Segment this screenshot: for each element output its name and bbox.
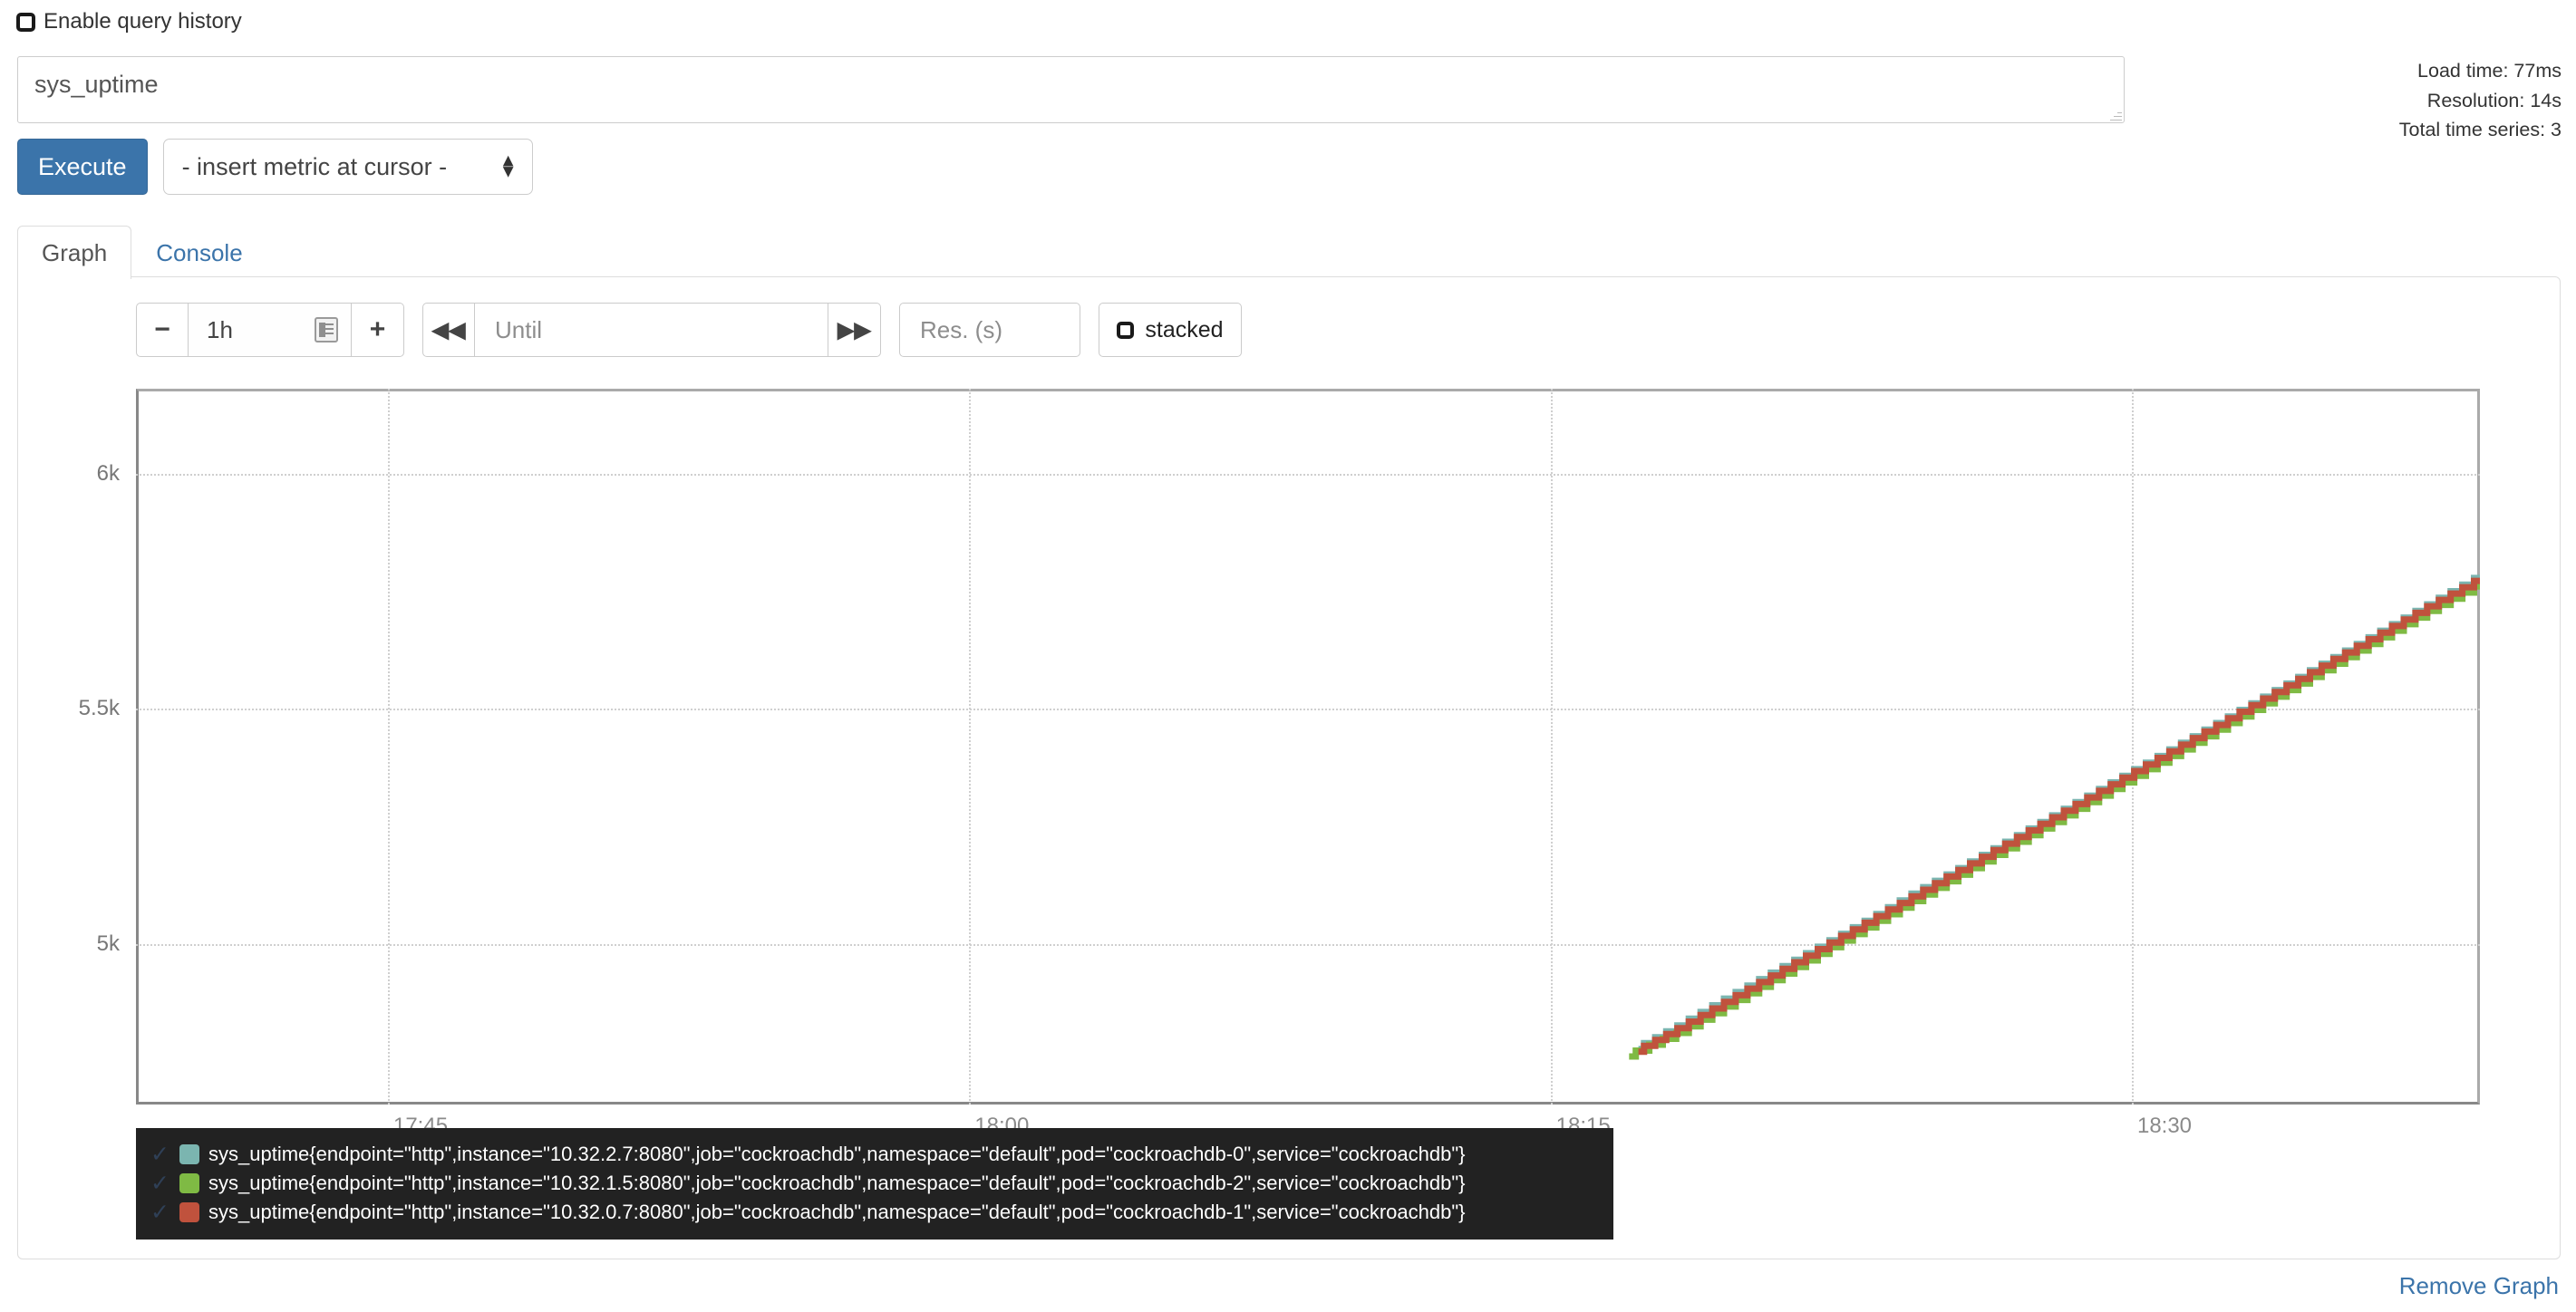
legend-item[interactable]: ✓ sys_uptime{endpoint="http",instance="10… [136, 1198, 1613, 1227]
load-time: Load time: 77ms [2417, 60, 2561, 82]
enable-query-history-row[interactable]: Enable query history [16, 9, 242, 34]
graph-legend: ✓ sys_uptime{endpoint="http",instance="10… [136, 1128, 1613, 1240]
query-stats: Load time: 77ms Resolution: 14s Total ti… [2399, 56, 2561, 145]
series-lines [1629, 574, 2480, 1060]
decrease-range-button[interactable]: − [136, 303, 189, 357]
stacked-label: stacked [1145, 316, 1224, 342]
series-line-1 [1629, 583, 2480, 1060]
graph-plot[interactable]: 17:45 18:00 18:15 18:30 5k 5.5k 6k [79, 389, 2480, 1138]
legend-color-swatch [179, 1202, 199, 1222]
step-forward-icon[interactable]: ▶▶ [828, 303, 881, 357]
x-axis-tick-label: 18:30 [2136, 1114, 2193, 1138]
x-gridline [969, 389, 972, 1105]
y-axis-tick-label: 5k [96, 931, 120, 957]
y-axis-tick-label: 5.5k [78, 696, 120, 721]
resolution-input[interactable]: Res. (s) [899, 303, 1080, 357]
stacked-toggle[interactable]: stacked [1099, 303, 1242, 357]
execute-button[interactable]: Execute [17, 139, 148, 195]
enable-query-history-checkbox[interactable] [16, 12, 35, 32]
graph-controls: − 1h + ◀◀ Until ▶▶ Res. (s) stacked [136, 303, 1242, 357]
increase-range-button[interactable]: + [352, 303, 404, 357]
legend-check-icon[interactable]: ✓ [150, 1141, 169, 1167]
enable-query-history-label: Enable query history [44, 9, 242, 34]
spinner-arrows-icon: ▲ ▼ [499, 150, 518, 182]
legend-series-label: sys_uptime{endpoint="http",instance="10.… [208, 1201, 1466, 1223]
legend-item[interactable]: ✓ sys_uptime{endpoint="http",instance="10… [136, 1140, 1613, 1169]
range-value: 1h [207, 315, 233, 343]
y-axis-tick-label: 6k [96, 460, 120, 486]
legend-series-label: sys_uptime{endpoint="http",instance="10.… [208, 1172, 1466, 1194]
legend-series-label: sys_uptime{endpoint="http",instance="10.… [208, 1143, 1466, 1165]
execute-row: Execute - insert metric at cursor - ▲ ▼ [17, 139, 533, 195]
x-gridline [387, 389, 390, 1105]
tab-graph[interactable]: Graph [17, 226, 132, 279]
resolution: Resolution: 14s [2426, 89, 2561, 111]
remove-graph-link[interactable]: Remove Graph [2398, 1272, 2559, 1299]
graph-panel: − 1h + ◀◀ Until ▶▶ Res. (s) stacked 17:4… [17, 276, 2561, 1259]
legend-color-swatch [179, 1144, 199, 1164]
plot-frame [136, 389, 2480, 1105]
y-gridline [136, 944, 2480, 947]
y-gridline [136, 709, 2480, 711]
range-input[interactable]: 1h [189, 303, 352, 357]
stacked-checkbox[interactable] [1117, 321, 1135, 339]
time-navigation-group: ◀◀ Until ▶▶ [422, 303, 881, 357]
total-time-series: Total time series: 3 [2398, 119, 2561, 141]
y-gridline [136, 473, 2480, 476]
legend-check-icon[interactable]: ✓ [150, 1170, 169, 1196]
expression-input-wrapper [17, 56, 2125, 123]
calendar-icon[interactable] [315, 317, 338, 342]
legend-item[interactable]: ✓ sys_uptime{endpoint="http",instance="10… [136, 1169, 1613, 1198]
range-control-group: − 1h + [136, 303, 404, 357]
x-gridline [2131, 389, 2134, 1105]
expression-input[interactable] [17, 56, 2125, 123]
series-line-2 [1638, 577, 2480, 1056]
legend-check-icon[interactable]: ✓ [150, 1199, 169, 1225]
metric-select-value: - insert metric at cursor - [181, 152, 448, 180]
x-gridline [1550, 389, 1553, 1105]
tab-bar: Graph Console [17, 225, 267, 279]
until-input[interactable]: Until [475, 303, 828, 357]
step-backward-icon[interactable]: ◀◀ [422, 303, 475, 357]
metric-select[interactable]: - insert metric at cursor - ▲ ▼ [162, 139, 533, 195]
tab-console[interactable]: Console [156, 239, 243, 266]
legend-color-swatch [179, 1173, 199, 1193]
